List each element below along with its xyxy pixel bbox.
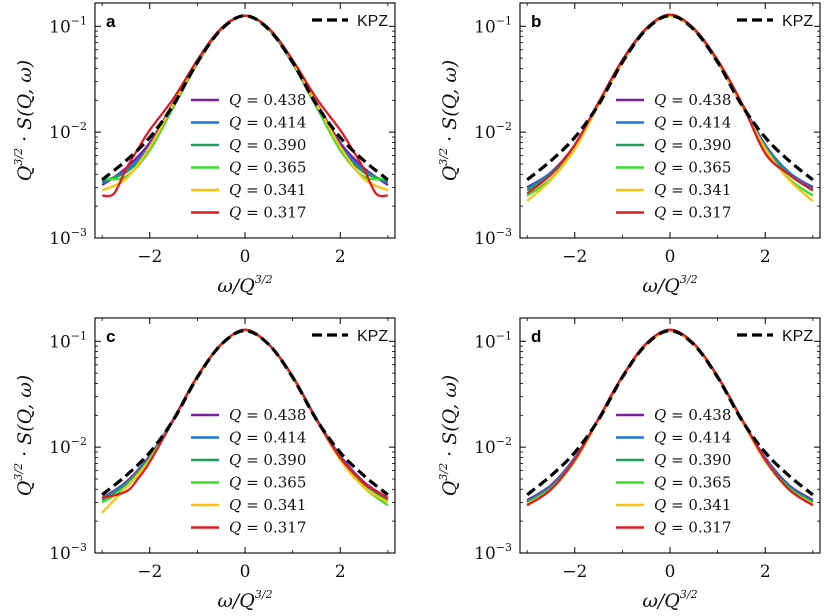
legend-kpz-label: KPZ — [357, 328, 388, 345]
y-tick-label: 10−1 — [474, 14, 512, 37]
x-tick-label: 2 — [760, 562, 771, 582]
series-group — [101, 328, 389, 514]
x-tick-label: −2 — [562, 247, 587, 267]
panel-a: −2 0 2 10−3 10−2 10−1 ω/Q3/2 Q3/2 · S(Q, ω) a KPZ… — [12, 2, 396, 297]
x-tick-label: −2 — [562, 562, 587, 582]
panel-label: d — [531, 327, 541, 346]
y-axis-label: Q3/2 · S(Q, ω) — [12, 60, 36, 181]
legend-label: Q = 0.414 — [229, 429, 306, 447]
legend-label: Q = 0.317 — [229, 519, 306, 537]
legend-kpz-label: KPZ — [357, 13, 388, 30]
legend-label: Q = 0.414 — [229, 114, 306, 132]
legend-kpz-label: KPZ — [782, 328, 813, 345]
x-axis-label: ω/Q3/2 — [217, 273, 272, 297]
legend-label: Q = 0.341 — [654, 496, 731, 514]
y-tick-label: 10−3 — [49, 541, 87, 564]
legend-label: Q = 0.317 — [654, 204, 731, 222]
legend-label: Q = 0.438 — [654, 91, 731, 109]
x-tick-label: 2 — [760, 247, 771, 267]
x-axis-label: ω/Q3/2 — [642, 588, 697, 612]
series-group — [526, 328, 814, 507]
legend-label: Q = 0.365 — [229, 474, 306, 492]
series-line-q-0-317 — [526, 13, 814, 195]
legend-label: Q = 0.365 — [654, 474, 731, 492]
y-tick-label: 10−3 — [474, 541, 512, 564]
series-line-q-0-317 — [101, 328, 389, 500]
y-axis-label: Q3/2 · S(Q, ω) — [437, 60, 461, 181]
legend-kpz-label: KPZ — [782, 13, 813, 30]
x-tick-label: −2 — [137, 562, 162, 582]
x-tick-label: 2 — [335, 247, 346, 267]
legend-label: Q = 0.414 — [654, 114, 731, 132]
y-tick-label: 10−3 — [49, 226, 87, 249]
series-line-kpz — [526, 329, 814, 497]
y-axis-label: Q3/2 · S(Q, ω) — [437, 375, 461, 496]
x-axis-label: ω/Q3/2 — [642, 273, 697, 297]
y-tick-label: 10−3 — [474, 226, 512, 249]
series-line-q-0-317 — [526, 328, 814, 507]
x-tick-label: 2 — [335, 562, 346, 582]
legend-label: Q = 0.341 — [229, 496, 306, 514]
y-tick-label: 10−2 — [474, 435, 512, 458]
legend-label: Q = 0.317 — [229, 204, 306, 222]
panel-label: b — [531, 12, 541, 31]
legend-label: Q = 0.341 — [229, 181, 306, 199]
panel-label: a — [106, 12, 116, 31]
legend-label: Q = 0.390 — [654, 136, 731, 154]
series-line-q-0-317 — [101, 14, 389, 198]
x-tick-label: 0 — [240, 562, 251, 582]
y-tick-label: 10−2 — [49, 435, 87, 458]
y-tick-label: 10−1 — [49, 329, 87, 352]
x-tick-label: 0 — [665, 247, 676, 267]
panel-c: −2 0 2 10−3 10−2 10−1 ω/Q3/2 Q3/2 · S(Q, ω) c KPZ… — [12, 317, 396, 612]
legend-label: Q = 0.438 — [229, 406, 306, 424]
series-line-kpz — [101, 329, 389, 497]
y-tick-label: 10−2 — [49, 120, 87, 143]
y-tick-label: 10−2 — [474, 120, 512, 143]
x-tick-label: 0 — [665, 562, 676, 582]
legend-label: Q = 0.414 — [654, 429, 731, 447]
legend-label: Q = 0.390 — [229, 451, 306, 469]
panel-b: −2 0 2 10−3 10−2 10−1 ω/Q3/2 Q3/2 · S(Q, ω) b KPZ… — [437, 2, 821, 297]
legend-label: Q = 0.390 — [229, 136, 306, 154]
y-tick-label: 10−1 — [49, 14, 87, 37]
legend-label: Q = 0.438 — [229, 91, 306, 109]
legend-label: Q = 0.365 — [654, 159, 731, 177]
series-group — [526, 13, 814, 202]
series-line-kpz — [101, 14, 389, 182]
series-group — [101, 14, 389, 198]
y-axis-label: Q3/2 · S(Q, ω) — [12, 375, 36, 496]
panel-label: c — [106, 327, 115, 346]
series-line-kpz — [526, 14, 814, 182]
legend-label: Q = 0.317 — [654, 519, 731, 537]
x-tick-label: −2 — [137, 247, 162, 267]
x-tick-label: 0 — [240, 247, 251, 267]
legend-label: Q = 0.390 — [654, 451, 731, 469]
legend-label: Q = 0.341 — [654, 181, 731, 199]
y-tick-label: 10−1 — [474, 329, 512, 352]
panel-d: −2 0 2 10−3 10−2 10−1 ω/Q3/2 Q3/2 · S(Q, ω) d KPZ… — [437, 317, 821, 612]
x-axis-label: ω/Q3/2 — [217, 588, 272, 612]
legend-label: Q = 0.365 — [229, 159, 306, 177]
legend-label: Q = 0.438 — [654, 406, 731, 424]
